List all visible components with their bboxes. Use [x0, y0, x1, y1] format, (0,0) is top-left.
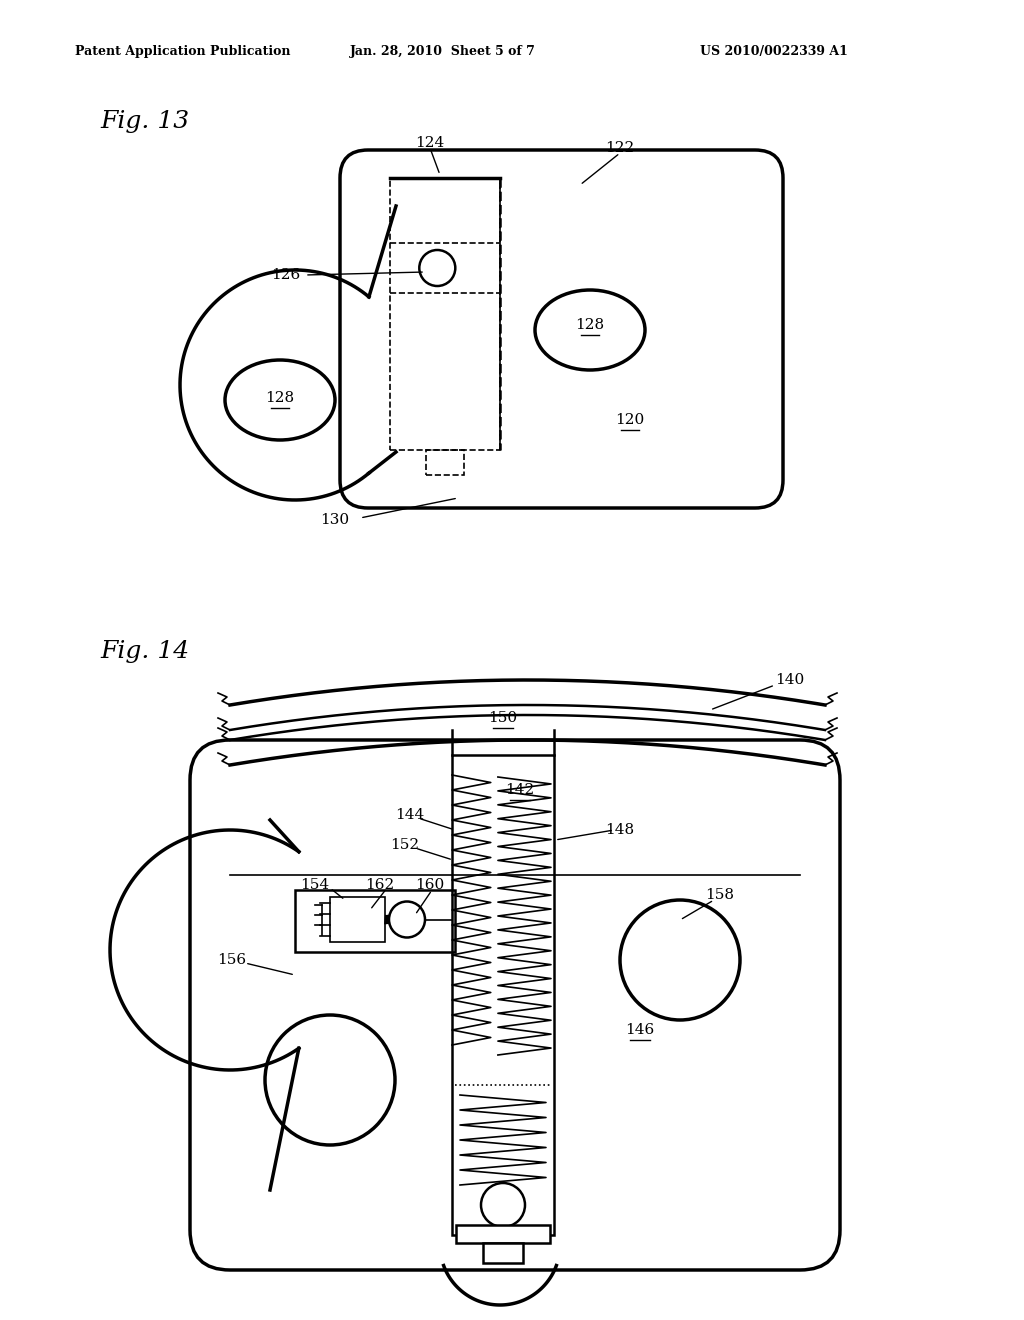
Text: 158: 158 [706, 888, 734, 902]
Text: Fig. 13: Fig. 13 [100, 110, 189, 133]
Bar [456, 1225, 550, 1243]
Bar [330, 898, 385, 942]
Text: Jan. 28, 2010  Sheet 5 of 7: Jan. 28, 2010 Sheet 5 of 7 [350, 45, 536, 58]
Text: 128: 128 [265, 391, 295, 405]
Text: 160: 160 [416, 878, 444, 892]
Text: Patent Application Publication: Patent Application Publication [75, 45, 291, 58]
Text: 122: 122 [605, 141, 635, 154]
Text: 126: 126 [270, 268, 300, 282]
Text: 162: 162 [366, 878, 394, 892]
Bar [452, 755, 554, 1236]
Bar [390, 178, 500, 450]
Text: 130: 130 [321, 513, 349, 527]
Bar [426, 450, 464, 475]
Text: 142: 142 [506, 783, 535, 797]
Bar [483, 1243, 523, 1263]
Text: 152: 152 [390, 838, 420, 851]
Text: US 2010/0022339 A1: US 2010/0022339 A1 [700, 45, 848, 58]
Text: Fig. 14: Fig. 14 [100, 640, 189, 663]
Bar [295, 890, 455, 952]
Text: 148: 148 [605, 822, 635, 837]
Text: 128: 128 [575, 318, 604, 333]
Text: 146: 146 [626, 1023, 654, 1038]
Text: 120: 120 [615, 413, 645, 426]
Text: 144: 144 [395, 808, 425, 822]
Text: 150: 150 [488, 711, 517, 725]
Text: 124: 124 [416, 136, 444, 150]
Text: 156: 156 [217, 953, 247, 968]
Text: 140: 140 [775, 673, 805, 686]
Text: 154: 154 [300, 878, 330, 892]
